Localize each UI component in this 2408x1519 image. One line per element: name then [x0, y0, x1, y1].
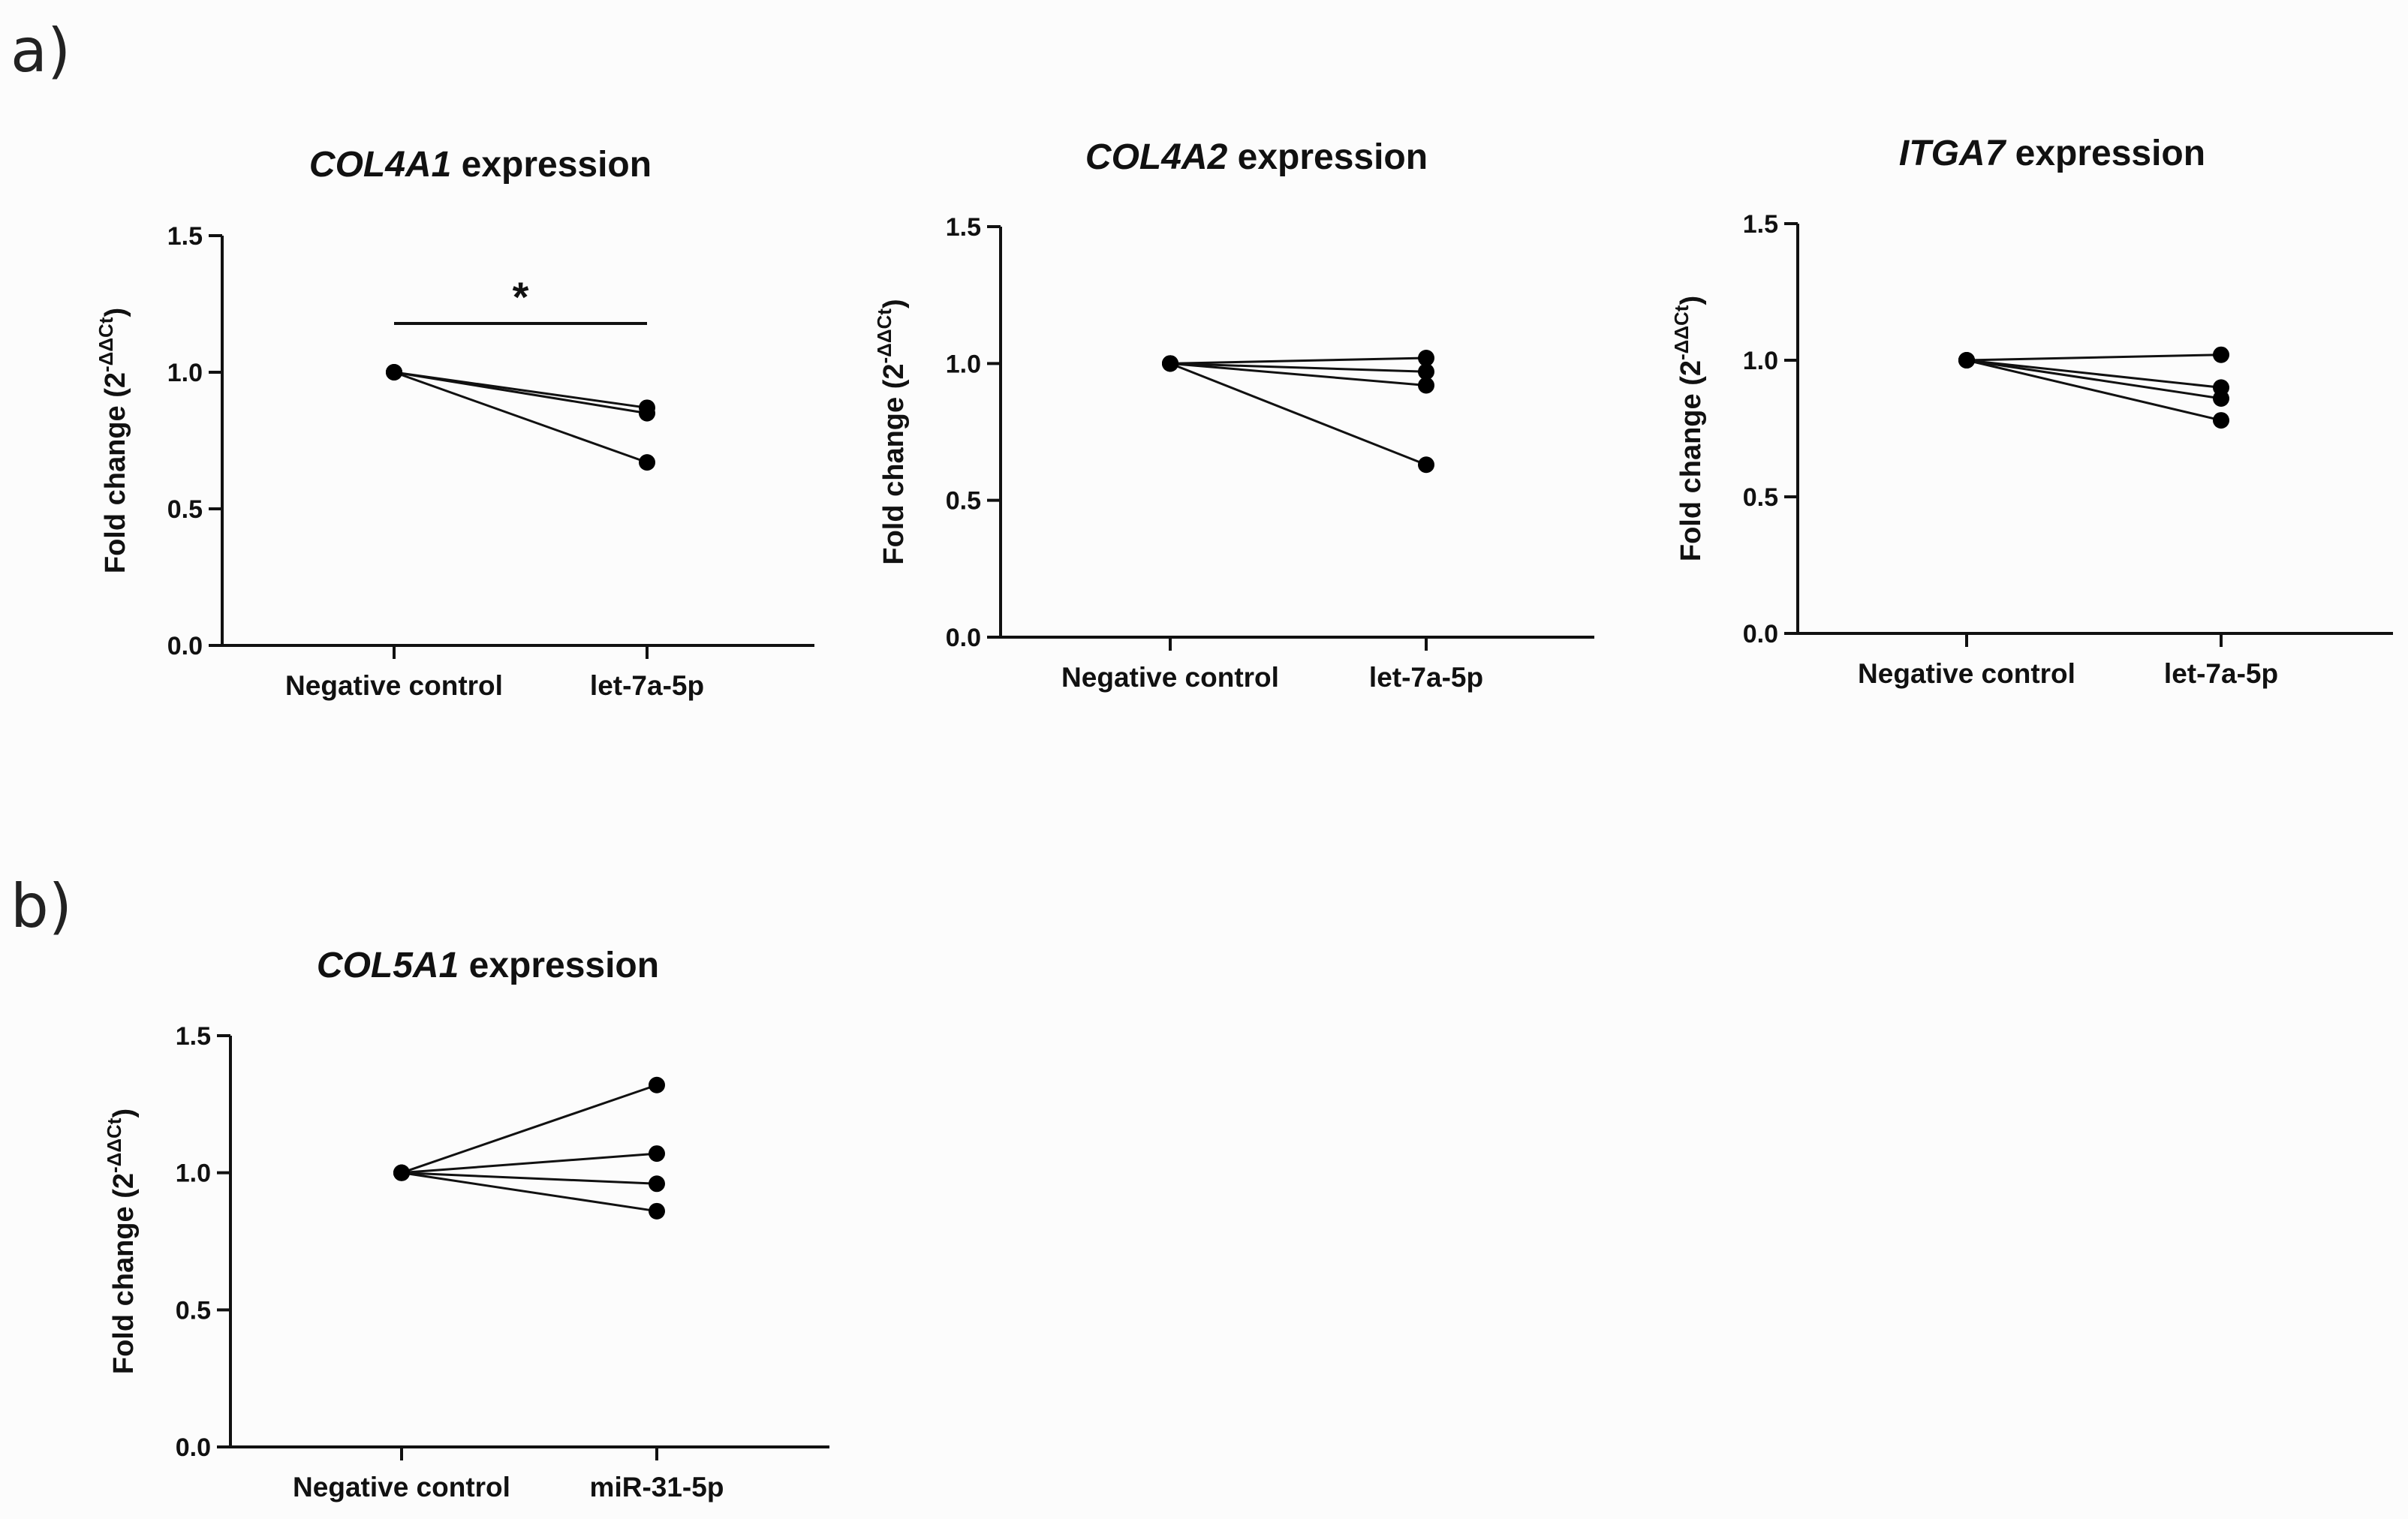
y-tick-label: 0.0	[167, 632, 203, 660]
chart-title-suffix: expression	[451, 145, 652, 185]
series-line	[1169, 356, 1427, 365]
y-axis-label: Fold change (2-ΔΔCt)	[103, 1108, 140, 1374]
series-line	[1966, 359, 2222, 422]
y-axis-label: Fold change (2-ΔΔCt)	[95, 308, 131, 573]
y-tick-label: 0.5	[1743, 483, 1778, 512]
data-point	[649, 1076, 665, 1093]
y-axis-label: Fold change (2-ΔΔCt)	[873, 299, 910, 564]
data-point	[1418, 363, 1434, 381]
x-category-label: Negative control	[285, 670, 503, 701]
y-tick-label: 1.5	[1743, 210, 1778, 239]
series-line	[401, 1172, 658, 1213]
data-point	[639, 405, 655, 422]
y-tick-label: 1.0	[1743, 347, 1778, 375]
panel-label-b: b)	[11, 871, 72, 941]
series-line	[1966, 353, 2222, 362]
y-axis-label-close: )	[100, 308, 131, 317]
data-point	[649, 1175, 665, 1193]
chart-title: COL4A1 expression	[309, 145, 652, 185]
chart-title: COL5A1 expression	[317, 946, 659, 985]
data-point	[639, 454, 655, 471]
chart-title-suffix: expression	[2005, 134, 2205, 173]
series-line	[1966, 359, 2222, 389]
y-tick-label: 0.0	[1743, 620, 1778, 648]
y-axis-label: Fold change (2-ΔΔCt)	[1670, 296, 1707, 561]
y-axis-label-superscript: -ΔΔCt	[1670, 305, 1693, 360]
y-axis-label-main: Fold change (2	[878, 363, 910, 564]
panel-label-a: a)	[11, 16, 71, 86]
data-point	[1958, 352, 1975, 368]
y-tick-label: 0.5	[167, 495, 203, 524]
y-tick-label: 0.5	[176, 1296, 211, 1325]
data-point	[2213, 346, 2229, 363]
significance-marker: *	[513, 273, 529, 320]
chart-col5a1: COL5A1 expression 0.0 0.5 1.0 1.5 Negative co…	[103, 946, 829, 1502]
y-axis-label-close: )	[878, 299, 910, 308]
series-line	[401, 1172, 658, 1185]
chart-title: ITGA7 expression	[1899, 134, 2205, 173]
data-point	[1418, 456, 1434, 474]
y-axis-label-main: Fold change (2	[1675, 360, 1707, 561]
chart-title-suffix: expression	[1227, 137, 1428, 177]
x-category-label: Negative control	[1061, 662, 1279, 693]
series-line	[1169, 362, 1427, 387]
y-axis-label-main: Fold change (2	[108, 1173, 140, 1374]
data-point	[649, 1202, 665, 1220]
y-axis-label-close: )	[1675, 296, 1707, 305]
series-line	[401, 1084, 658, 1175]
chart-title: COL4A2 expression	[1085, 137, 1428, 177]
chart-col4a2: COL4A2 expression 0.0 0.5 1.0 1.5 Negative co…	[873, 137, 1594, 693]
y-axis-label-main: Fold change (2	[100, 372, 131, 573]
x-category-label: Negative control	[293, 1472, 510, 1502]
y-tick-label: 1.0	[176, 1160, 211, 1188]
data-point	[649, 1145, 665, 1163]
series-line	[1169, 362, 1427, 466]
data-point	[386, 364, 402, 381]
series-line	[393, 371, 648, 415]
chart-title-gene: COL4A2	[1085, 137, 1228, 177]
data-point	[1418, 350, 1434, 367]
chart-itga7: ITGA7 expression 0.0 0.5 1.0 1.5 Negative con…	[1670, 134, 2393, 689]
series-line	[401, 1152, 658, 1175]
chart-title-gene: ITGA7	[1899, 134, 2007, 173]
x-category-label: miR-31-5p	[590, 1472, 724, 1502]
data-point	[2213, 412, 2229, 429]
y-tick-label: 1.5	[167, 222, 203, 251]
series-line	[1169, 362, 1427, 373]
y-tick-label: 0.0	[176, 1433, 211, 1462]
x-category-label: let-7a-5p	[2164, 658, 2278, 689]
chart-title-gene: COL5A1	[317, 946, 459, 985]
data-point	[1418, 377, 1434, 394]
series-line	[1966, 359, 2222, 400]
y-tick-label: 1.0	[946, 350, 981, 378]
y-tick-label: 0.0	[946, 624, 981, 652]
y-tick-label: 1.5	[946, 213, 981, 242]
y-axis-label-superscript: -ΔΔCt	[95, 317, 117, 372]
y-axis-label-superscript: -ΔΔCt	[103, 1117, 125, 1173]
data-point	[1162, 355, 1178, 372]
y-tick-label: 0.5	[946, 487, 981, 516]
chart-col4a1: COL4A1 expression 0.0 0.5 1.0 1.5 Negative co…	[95, 145, 814, 701]
x-category-label: Negative control	[1858, 658, 2075, 689]
chart-title-suffix: expression	[459, 946, 659, 985]
y-tick-label: 1.5	[176, 1022, 211, 1051]
data-point	[393, 1164, 410, 1181]
data-point	[2213, 390, 2229, 407]
y-axis-label-close: )	[108, 1108, 140, 1118]
y-axis-label-superscript: -ΔΔCt	[873, 308, 895, 364]
x-category-label: let-7a-5p	[1369, 662, 1483, 693]
series-line	[393, 371, 648, 464]
y-tick-label: 1.0	[167, 359, 203, 387]
chart-title-gene: COL4A1	[309, 145, 451, 185]
x-category-label: let-7a-5p	[590, 670, 704, 701]
